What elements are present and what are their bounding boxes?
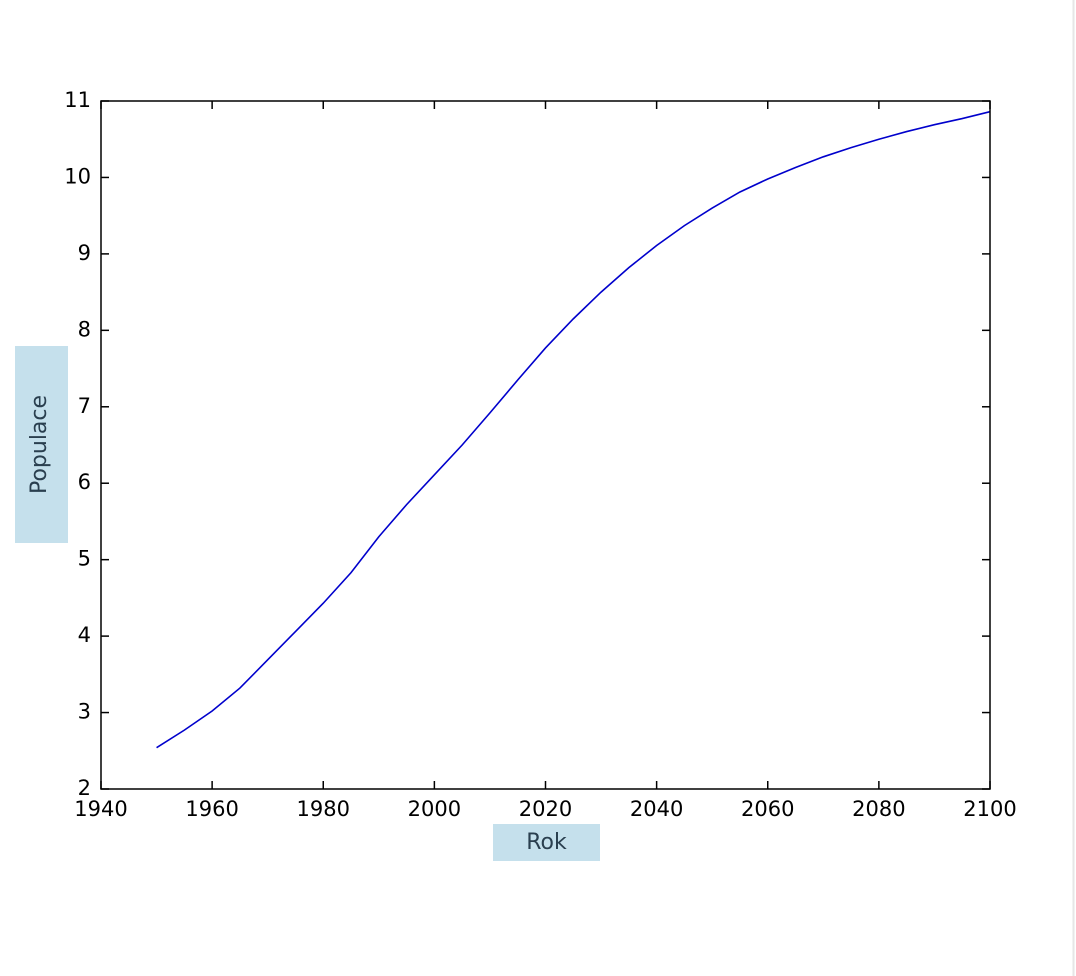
x-tick-label: 2060 xyxy=(741,797,794,821)
y-tick-label: 10 xyxy=(64,164,91,188)
x-tick-label: 1940 xyxy=(74,797,127,821)
y-tick-label: 5 xyxy=(78,547,91,571)
y-tick-label: 2 xyxy=(78,776,91,800)
x-tick-label: 2100 xyxy=(963,797,1016,821)
x-axis-label: Rok xyxy=(526,830,567,855)
x-tick-label: 2040 xyxy=(630,797,683,821)
plot-frame xyxy=(100,100,991,790)
y-label-box xyxy=(15,346,68,543)
x-tick-label: 2000 xyxy=(408,797,461,821)
x-tick-label: 1960 xyxy=(185,797,238,821)
y-tick-label: 7 xyxy=(78,394,91,418)
x-tick-label: 2080 xyxy=(852,797,905,821)
data-line xyxy=(156,110,991,749)
y-axis-label: Populace xyxy=(27,395,52,494)
y-tick-label: 11 xyxy=(64,88,91,112)
y-tick-label: 6 xyxy=(78,470,91,494)
y-tick-label: 9 xyxy=(78,241,91,265)
x-tick-label: 2020 xyxy=(519,797,572,821)
y-tick-label: 3 xyxy=(78,700,91,724)
y-tick-label: 4 xyxy=(78,623,91,647)
x-label-box xyxy=(493,824,600,861)
x-tick-label: 1980 xyxy=(297,797,350,821)
y-tick-label: 8 xyxy=(78,317,91,341)
